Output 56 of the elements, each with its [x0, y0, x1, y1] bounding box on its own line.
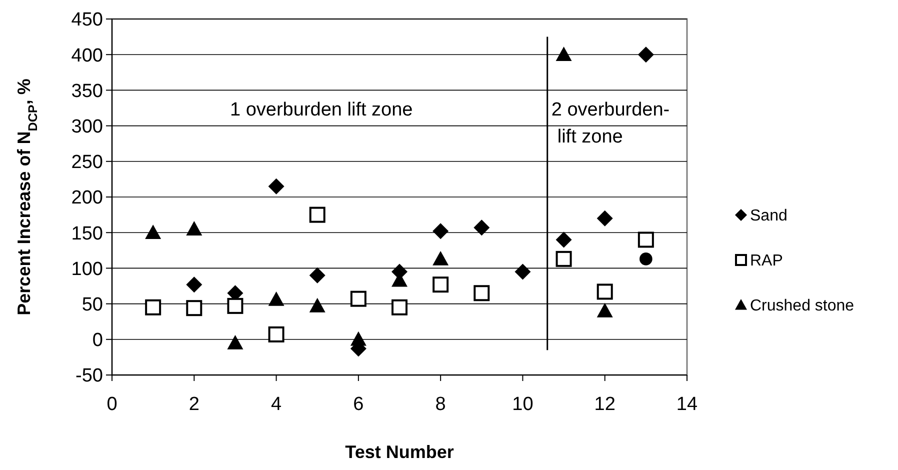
- x-tick-label: 6: [353, 394, 364, 415]
- point: [186, 300, 202, 316]
- y-tick-label: 50: [82, 294, 103, 316]
- point: [556, 232, 572, 248]
- point: [350, 290, 366, 307]
- x-tick-label: 14: [676, 394, 698, 415]
- y-tick-label: 150: [71, 223, 103, 244]
- x-tick-label: 8: [435, 394, 446, 415]
- point: [309, 298, 326, 312]
- x-tick-label: 4: [270, 394, 282, 415]
- x-tick-label: 12: [594, 394, 616, 415]
- y-tick-label: 350: [71, 80, 103, 102]
- point: [474, 285, 490, 302]
- y-tick-label: 300: [71, 116, 103, 138]
- point: [638, 46, 654, 63]
- legend-label: Crushed stone: [750, 298, 854, 315]
- point: [227, 334, 244, 350]
- x-axis-title: Test Number: [345, 442, 454, 462]
- y-tick-label: 0: [92, 330, 103, 352]
- point: [186, 276, 202, 293]
- legend-label: Sand: [750, 208, 788, 225]
- annotation: 2 overburden- lift zone: [551, 100, 670, 148]
- y-tick-label: 250: [71, 152, 103, 174]
- point: [514, 264, 531, 280]
- point: [596, 302, 613, 318]
- point: [227, 298, 244, 314]
- x-tick-label: 10: [512, 394, 534, 415]
- point: [596, 284, 613, 300]
- point: [474, 220, 490, 236]
- point: [596, 210, 613, 226]
- x-tick-label: 0: [106, 394, 118, 415]
- x-tick-label: 2: [188, 394, 200, 415]
- point: [640, 252, 652, 266]
- point: [268, 326, 284, 342]
- point: [309, 206, 326, 223]
- annotation: 1 overburden lift zone: [230, 100, 413, 121]
- point: [432, 250, 449, 266]
- y-tick-label: 450: [71, 10, 103, 31]
- point: [268, 178, 284, 194]
- point: [186, 221, 202, 236]
- y-tick-label: 400: [71, 45, 103, 66]
- y-tick-label: 100: [71, 258, 103, 280]
- point: [350, 331, 366, 346]
- point: [392, 299, 408, 316]
- point: [309, 267, 326, 284]
- point: [145, 224, 162, 239]
- point: [638, 232, 654, 248]
- point: [145, 299, 162, 316]
- point: [432, 223, 449, 240]
- y-tick-label: 200: [71, 188, 103, 209]
- y-tick-label: -50: [76, 366, 103, 387]
- point: [556, 46, 572, 61]
- point: [268, 292, 284, 306]
- legend-label: RAP: [750, 252, 783, 270]
- point: [432, 276, 449, 293]
- point: [556, 250, 572, 267]
